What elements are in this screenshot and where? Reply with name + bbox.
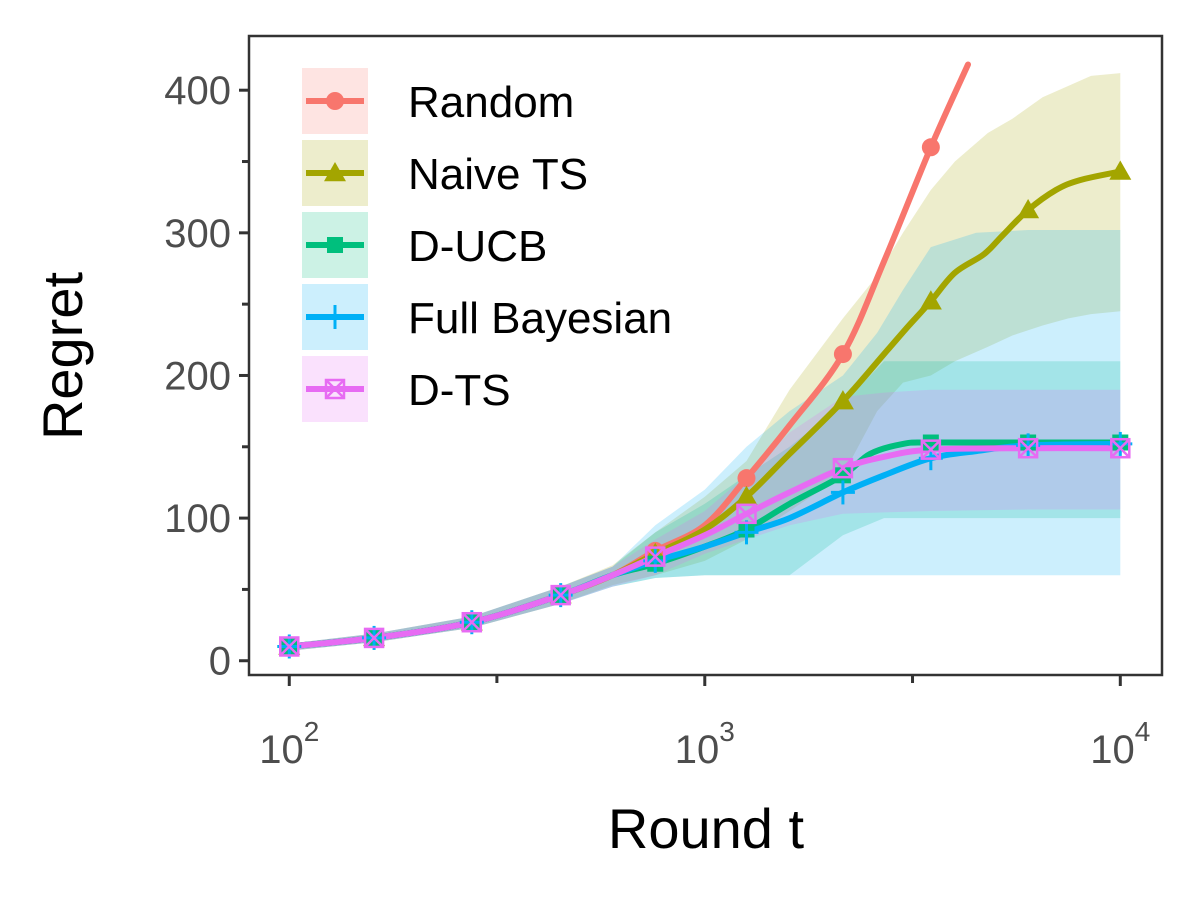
band-d-ucb (289, 361, 1121, 651)
point-d-ts-8 (1017, 437, 1039, 459)
point-full-bayesian-5 (734, 520, 759, 545)
point-random-6 (833, 345, 852, 364)
point-d-ts-4 (645, 546, 666, 567)
legend-label: D-TS (408, 366, 511, 415)
point-naive-ts-7 (919, 290, 942, 310)
point-naive-ts-6 (831, 390, 854, 410)
band-d-ts (289, 389, 1121, 651)
y-tick-label: 100 (164, 497, 231, 541)
point-d-ts-7 (920, 439, 942, 460)
point-d-ts-5 (736, 503, 757, 525)
y-tick-label: 300 (164, 212, 231, 256)
legend-marker-naive-ts (324, 162, 346, 182)
point-random-5 (737, 469, 756, 488)
point-d-ts-3 (550, 584, 571, 606)
x-tick-label: 103 (675, 716, 735, 772)
legend-item-random: Random (302, 68, 574, 134)
x-tick-label: 102 (259, 716, 319, 772)
legend-marker-random (326, 92, 344, 110)
point-d-ts-1 (363, 627, 385, 649)
point-d-ts-6 (832, 457, 854, 479)
legend-label: Random (408, 78, 574, 127)
point-naive-ts-8 (1017, 199, 1040, 219)
legend-label: D-UCB (408, 222, 547, 271)
point-naive-ts-5 (735, 485, 758, 505)
legend-item-full-bayesian: Full Bayesian (302, 284, 672, 350)
x-axis-title: Round t (608, 797, 805, 860)
legend: Random Naive TS D-UCB Full Bayesian D-TS (302, 68, 672, 422)
band-full-bayesian (289, 230, 1121, 651)
y-tick-label: 0 (209, 640, 231, 684)
point-random-7 (921, 138, 940, 157)
point-naive-ts-9 (1109, 160, 1132, 180)
point-full-bayesian-6 (830, 480, 855, 505)
y-tick-label: 200 (164, 354, 231, 398)
legend-item-d-ts: D-TS (302, 356, 511, 422)
y-axis: 0 100 200 300 400 (164, 69, 249, 684)
legend-label: Full Bayesian (408, 294, 672, 343)
y-tick-label: 400 (164, 69, 231, 113)
legend-marker-d-ucb (327, 237, 343, 253)
legend-item-naive-ts: Naive TS (302, 140, 588, 206)
x-tick-label: 104 (1090, 716, 1150, 772)
legend-label: Naive TS (408, 150, 588, 199)
y-axis-title: Regret (31, 272, 94, 441)
series-markers (277, 138, 1133, 659)
legend-item-d-ucb: D-UCB (302, 212, 547, 278)
legend-marker-d-ts (324, 378, 346, 400)
point-d-ts-0 (279, 636, 300, 657)
point-d-ts-2 (461, 611, 483, 633)
panel-background (249, 36, 1162, 675)
legend-marker-full-bayesian (323, 305, 347, 329)
point-d-ts-9 (1110, 437, 1131, 459)
x-axis: 102 103 104 (259, 675, 1150, 772)
